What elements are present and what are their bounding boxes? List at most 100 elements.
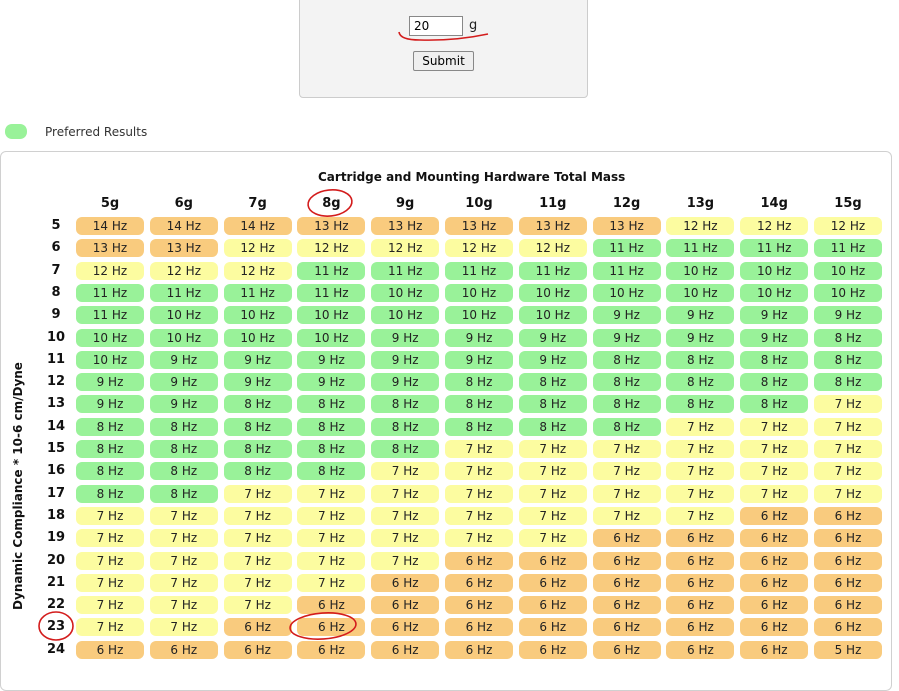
frequency-cell: 7 Hz (223, 484, 292, 503)
frequency-cell: 10 Hz (445, 283, 513, 302)
row-header: 6 (51, 240, 61, 256)
frequency-cell: 6 Hz (518, 596, 587, 615)
frequency-cell: 7 Hz (149, 529, 218, 548)
frequency-cell: 8 Hz (149, 484, 218, 503)
frequency-cell: 8 Hz (592, 350, 661, 369)
frequency-cell: 9 Hz (666, 328, 735, 347)
row-header: 22 (46, 597, 66, 613)
frequency-cell: 14 Hz (149, 217, 218, 235)
frequency-cell: 8 Hz (76, 484, 144, 503)
frequency-cell: 9 Hz (666, 306, 735, 325)
column-header: 15g (834, 196, 862, 211)
frequency-cell: 7 Hz (76, 596, 144, 615)
frequency-cell: 9 Hz (740, 328, 809, 347)
frequency-cell: 9 Hz (371, 373, 440, 392)
frequency-cell: 7 Hz (149, 573, 218, 592)
frequency-cell: 6 Hz (592, 573, 661, 592)
frequency-cell: 6 Hz (518, 551, 587, 570)
frequency-cell: 10 Hz (740, 283, 809, 302)
frequency-cell: 7 Hz (445, 529, 513, 548)
frequency-cell: 8 Hz (76, 462, 144, 481)
y-axis-label: Dynamic Compliance * 10-6 cm/Dyne (11, 362, 25, 610)
frequency-cell: 8 Hz (223, 395, 292, 414)
frequency-cell: 8 Hz (814, 328, 882, 347)
frequency-cell: 11 Hz (592, 261, 661, 280)
frequency-cell: 8 Hz (518, 373, 587, 392)
column-header: 12g (612, 196, 641, 211)
row-header: 5 (51, 218, 61, 233)
frequency-cell: 7 Hz (666, 484, 735, 503)
frequency-cell: 7 Hz (76, 618, 144, 637)
frequency-cell: 6 Hz (371, 596, 440, 615)
frequency-cell: 8 Hz (666, 395, 735, 414)
row-header: 15 (46, 441, 66, 456)
frequency-cell: 6 Hz (666, 529, 735, 548)
frequency-cell: 11 Hz (592, 239, 661, 258)
frequency-cell: 10 Hz (814, 261, 882, 280)
frequency-cell: 7 Hz (740, 440, 809, 458)
frequency-cell: 12 Hz (666, 217, 735, 235)
frequency-cell: 6 Hz (666, 573, 735, 592)
frequency-cell: 6 Hz (518, 640, 587, 659)
frequency-cell: 7 Hz (223, 551, 292, 570)
frequency-cell: 7 Hz (371, 462, 440, 481)
frequency-cell: 6 Hz (814, 618, 882, 637)
frequency-cell: 7 Hz (371, 506, 440, 525)
frequency-cell: 7 Hz (149, 551, 218, 570)
frequency-cell: 12 Hz (149, 261, 218, 280)
frequency-cell: 7 Hz (518, 440, 587, 458)
frequency-cell: 9 Hz (814, 306, 882, 325)
frequency-cell: 6 Hz (814, 551, 882, 570)
frequency-cell: 11 Hz (76, 283, 144, 302)
mass-unit-label: g (469, 18, 478, 33)
frequency-cell: 9 Hz (445, 350, 513, 369)
submit-button[interactable]: Submit (413, 51, 474, 71)
frequency-cell: 7 Hz (814, 462, 882, 481)
row-header: 19 (46, 530, 66, 546)
frequency-cell: 6 Hz (740, 618, 809, 637)
frequency-cell: 9 Hz (297, 350, 366, 369)
frequency-cell: 7 Hz (814, 440, 882, 458)
frequency-cell: 6 Hz (76, 640, 144, 659)
frequency-cell: 7 Hz (223, 596, 292, 615)
frequency-cell: 6 Hz (445, 618, 513, 637)
frequency-cell: 12 Hz (297, 239, 366, 258)
row-header: 17 (46, 485, 66, 501)
frequency-cell: 9 Hz (149, 350, 218, 369)
frequency-cell: 7 Hz (445, 506, 513, 525)
frequency-cell: 6 Hz (666, 596, 735, 615)
frequency-cell: 13 Hz (76, 239, 144, 258)
frequency-cell: 8 Hz (445, 373, 513, 392)
frequency-cell: 6 Hz (814, 529, 882, 548)
frequency-cell: 6 Hz (297, 596, 366, 615)
frequency-cell: 7 Hz (76, 506, 144, 525)
frequency-cell: 12 Hz (371, 239, 440, 258)
frequency-cell: 10 Hz (445, 306, 513, 325)
frequency-cell: 7 Hz (518, 529, 587, 548)
frequency-cell: 6 Hz (740, 640, 809, 659)
frequency-cell: 8 Hz (76, 417, 144, 436)
frequency-cell: 6 Hz (740, 529, 809, 548)
frequency-cell: 8 Hz (297, 417, 366, 436)
row-header: 23 (46, 619, 66, 635)
frequency-cell: 6 Hz (814, 596, 882, 615)
row-header: 12 (46, 374, 66, 390)
frequency-cell: 11 Hz (149, 283, 218, 302)
frequency-cell: 7 Hz (666, 462, 735, 481)
frequency-cell: 7 Hz (740, 462, 809, 481)
frequency-cell: 6 Hz (223, 618, 292, 637)
row-header: 10 (46, 329, 66, 345)
frequency-cell: 6 Hz (518, 618, 587, 637)
mass-input[interactable] (409, 16, 463, 36)
frequency-cell: 10 Hz (297, 306, 366, 325)
frequency-cell: 10 Hz (223, 306, 292, 325)
frequency-cell: 6 Hz (666, 551, 735, 570)
frequency-cell: 7 Hz (76, 529, 144, 548)
frequency-cell: 8 Hz (518, 417, 587, 436)
frequency-cell: 12 Hz (740, 217, 809, 235)
frequency-cell: 10 Hz (149, 306, 218, 325)
frequency-cell: 8 Hz (371, 417, 440, 436)
frequency-cell: 9 Hz (371, 328, 440, 347)
column-header: 14g (760, 196, 788, 211)
frequency-cell: 12 Hz (518, 239, 587, 258)
